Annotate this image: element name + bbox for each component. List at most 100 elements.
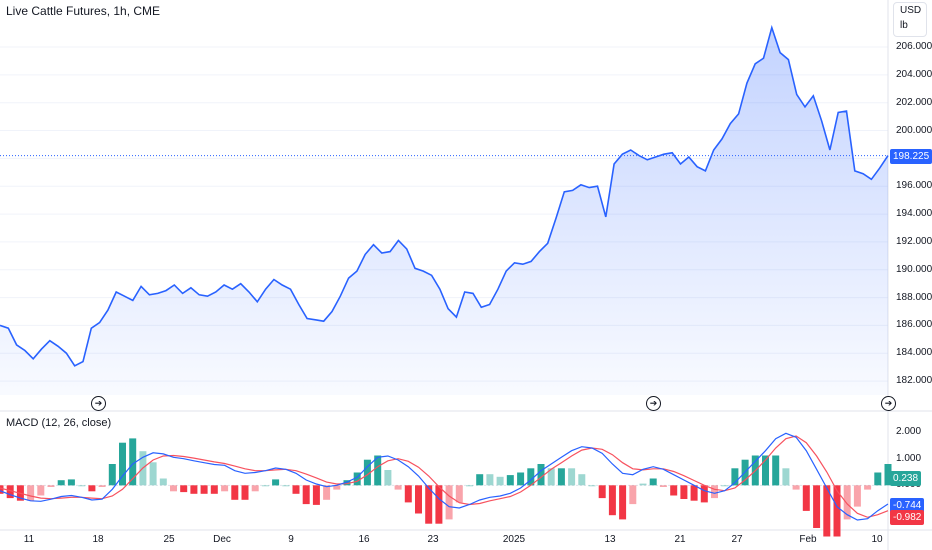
macd-hist-bar [67,479,75,486]
macd-hist-bar [292,485,300,494]
price-tick-label: 196.000 [896,180,932,192]
time-tick-label: 25 [163,534,175,545]
macd-hist-bar [455,485,463,503]
macd-hist-bar [47,485,55,487]
macd-hist-bar [884,464,892,486]
price-area-fill [0,27,888,395]
macd-hist-bar [210,485,218,494]
price-area [0,24,889,395]
macd-hist-bar [517,472,525,486]
macd-hist-tag: 0.238 [890,471,922,486]
currency-selector[interactable]: USD lb [893,2,927,37]
macd-hist-bar [874,472,882,486]
price-line [0,24,889,367]
macd-hist-bar [843,485,851,520]
price-tick-label: 182.000 [896,375,932,387]
macd-hist-bar [180,485,188,493]
macd-hist-bar [404,485,412,503]
macd-hist-bar [731,468,739,486]
macd-signal-tag: -0.982 [890,510,925,525]
macd-hist-bar [384,470,392,486]
macd-hist-bar [772,455,780,486]
macd-hist-bar [813,485,821,528]
event-marker-3[interactable]: ➔ [881,396,896,411]
macd-hist-bar [496,476,504,486]
macd-hist-bar [864,485,872,490]
macd-hist-bar [149,462,157,486]
macd-hist-bar [231,485,239,500]
macd-hist-bar [721,485,729,487]
price-tick-label: 200.000 [896,124,932,136]
last-price-tag: 198.225 [890,148,932,164]
time-tick-label: 9 [288,534,294,545]
macd-hist-bar [762,455,769,486]
macd-hist-bar [578,474,586,486]
event-marker-2[interactable]: ➔ [646,396,661,411]
macd-hist-bar [690,485,698,501]
price-tick-label: 204.000 [896,68,932,80]
macd-hist-bar [6,485,14,499]
macd-hist-bar [802,485,810,511]
macd-hist-bar [241,485,249,500]
macd-hist-bar [27,485,35,501]
macd-hist-bar [98,485,106,487]
macd-hist-bar [190,485,198,494]
macd-hist-bar [108,464,116,486]
time-tick-label: 27 [731,534,743,545]
macd-hist-bar [129,438,137,486]
macd-hist-bar [343,480,351,486]
macd-hist-bar [37,485,45,496]
macd-hist-bar [486,474,494,486]
macd-hist-bar [333,485,341,490]
macd-hist-bar [159,478,167,486]
macd-hist-bar [261,485,269,487]
macd-hist-bar [119,442,126,486]
price-tick-label: 194.000 [896,208,932,220]
macd-hist-bar [527,468,535,486]
macd-hist-bar [374,455,382,486]
macd-hist-bar [853,485,861,507]
macd-hist-bar [649,478,657,486]
price-tick-label: 190.000 [896,263,932,275]
macd-tick-label: 2.000 [896,426,922,437]
time-tick-label: 16 [358,534,370,545]
macd-hist-bar [711,485,718,499]
macd-hist-bar [598,485,606,499]
macd-hist-bar [323,485,331,500]
price-tick-label: 186.000 [896,319,932,331]
macd-hist-bar [557,468,565,486]
macd-hist-bar [619,485,627,520]
macd-hist-bar [394,485,402,490]
macd-value-tag: -0.744 [890,498,925,513]
macd-title[interactable]: MACD (12, 26, close) [6,417,112,429]
macd-hist-bar [588,485,596,487]
macd-hist-bar [659,485,667,487]
macd-hist-bar [251,485,259,492]
currency-code: USD [900,5,922,16]
time-tick-label: Dec [213,534,231,545]
price-tick-label: 192.000 [896,235,932,247]
time-tick-label: Feb [799,534,817,545]
macd-signal-line [0,435,889,518]
currency-unit: lb [900,20,908,31]
event-marker-1[interactable]: ➔ [91,396,106,411]
macd-hist-bar [221,485,229,492]
macd-lines [0,432,889,521]
macd-hist-bar [547,468,555,486]
macd-hist-bar [823,485,831,537]
macd-hist-bar [608,485,616,516]
macd-hist-bar [506,475,514,486]
macd-hist-bar [568,468,576,486]
macd-hist-bar [700,485,708,503]
macd-hist-bar [312,485,320,505]
macd-histogram [0,438,892,537]
macd-hist-bar [476,474,484,486]
time-tick-label: 2025 [502,534,526,545]
macd-hist-bar [792,485,800,490]
time-tick-label: 18 [92,534,104,545]
macd-hist-bar [272,479,280,486]
macd-hist-bar [782,468,790,486]
time-tick-label: 10 [871,534,883,545]
